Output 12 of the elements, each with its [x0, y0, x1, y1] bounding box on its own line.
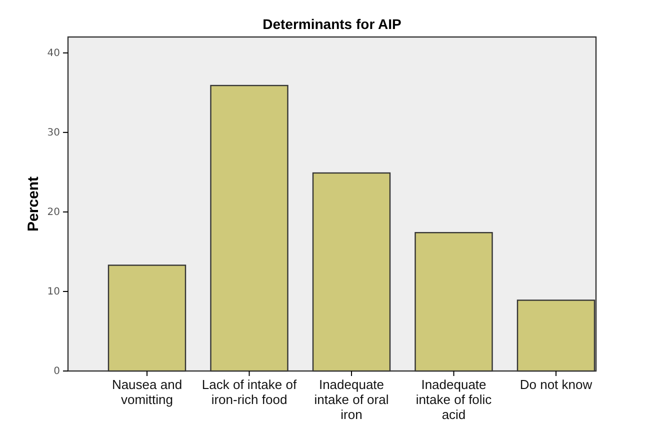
x-tick-label: Lack of intake of iron-rich food	[202, 377, 297, 407]
y-tick-label: 30	[47, 128, 60, 139]
y-tick-label: 0	[54, 366, 60, 378]
x-tick-label: Inadequate intake of oral iron	[314, 377, 389, 422]
x-tick-label: Nausea and vomitting	[112, 377, 182, 407]
x-tick-label: Do not know	[520, 377, 593, 392]
y-tick-label: 20	[47, 207, 60, 218]
y-tick-label: 40	[47, 48, 60, 60]
chart-title: Determinants for AIP	[262, 16, 402, 32]
y-axis-title: Percent	[25, 176, 42, 232]
x-tick-label: Inadequate intake of folic acid	[416, 377, 492, 422]
y-tick-label: 10	[47, 286, 60, 298]
